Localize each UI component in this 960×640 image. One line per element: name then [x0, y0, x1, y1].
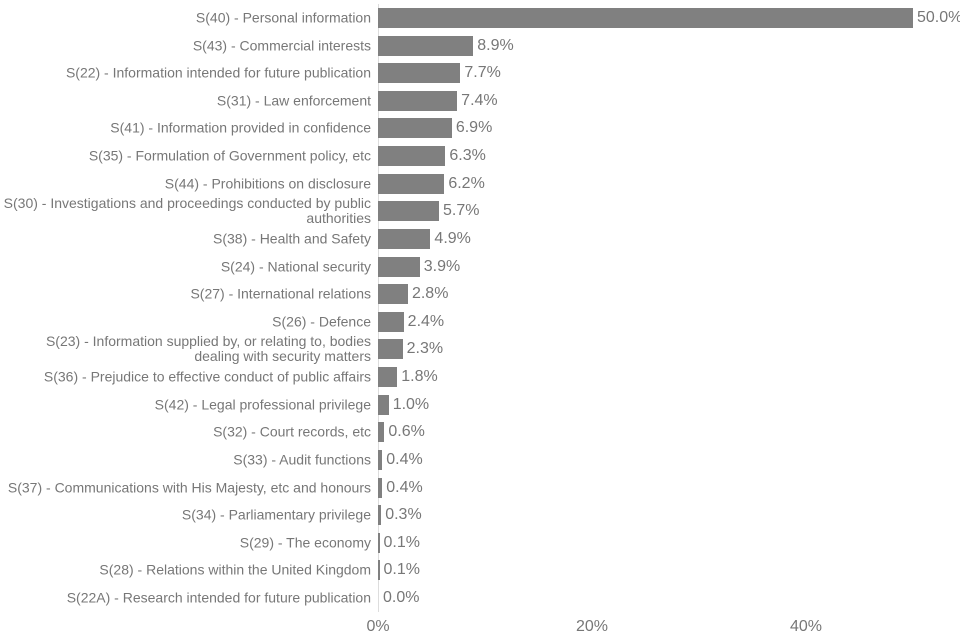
data-label: 6.9% [455, 119, 493, 137]
category-label: S(22A) - Research intended for future pu… [66, 589, 371, 606]
data-label: 0.4% [386, 450, 423, 468]
category-label: S(41) - Information provided in confiden… [110, 119, 371, 136]
category-label: S(42) - Legal professional privilege [154, 396, 371, 413]
bar [378, 118, 452, 139]
data-label: 2.3% [406, 340, 444, 358]
bar [378, 228, 431, 249]
category-label: S(40) - Personal information [195, 9, 371, 26]
data-label: 0.1% [383, 561, 420, 579]
data-label: 2.4% [407, 312, 445, 330]
data-label: 8.9% [477, 36, 514, 54]
x-tick-label: 0% [366, 618, 390, 635]
category-label: S(44) - Prohibitions on disclosure [164, 175, 371, 192]
data-label: 0.0% [383, 589, 420, 606]
data-label: 50.0% [917, 9, 960, 26]
category-label: S(29) - The economy [239, 534, 371, 551]
data-label: 0.4% [386, 478, 423, 496]
bar [378, 422, 385, 443]
bar [378, 63, 461, 84]
category-label: S(31) - Law enforcement [216, 92, 371, 109]
bar [378, 394, 389, 415]
bar [378, 90, 458, 111]
category-label: S(22) - Information intended for future … [65, 64, 371, 81]
category-label: S(36) - Prejudice to effective conduct o… [43, 368, 371, 385]
category-label: S(23) - Information supplied by, or rela… [45, 333, 371, 365]
category-label: S(32) - Court records, etc [213, 423, 371, 440]
category-label: S(30) - Investigations and proceedings c… [3, 195, 371, 227]
data-label: 0.1% [383, 533, 420, 551]
category-label: S(27) - International relations [190, 285, 371, 302]
bar [378, 8, 913, 28]
category-label: S(28) - Relations within the United King… [99, 561, 371, 578]
category-label: S(33) - Audit functions [233, 451, 371, 468]
category-label: S(38) - Health and Safety [213, 230, 371, 247]
bar [378, 560, 380, 581]
bar [378, 311, 404, 332]
bar [378, 256, 420, 277]
x-tick-label: 40% [789, 618, 823, 635]
data-label: 2.8% [411, 285, 449, 303]
category-label: S(35) - Formulation of Government policy… [88, 147, 371, 164]
bar [378, 201, 439, 222]
bar [378, 35, 474, 56]
data-label: 0.6% [388, 423, 425, 441]
bar [378, 367, 398, 388]
data-label: 7.4% [461, 91, 498, 109]
category-label: S(37) - Communications with His Majesty,… [7, 479, 371, 496]
category-label: S(24) - National security [220, 258, 371, 275]
bar [378, 532, 380, 553]
bar [378, 146, 446, 167]
data-label: 5.7% [442, 202, 480, 220]
bar [378, 477, 383, 498]
category-label: S(26) - Defence [272, 313, 371, 330]
data-label: 6.3% [449, 147, 486, 165]
bar [378, 284, 408, 305]
data-label: 3.9% [423, 257, 461, 275]
bar [378, 449, 383, 470]
category-label: S(43) - Commercial interests [192, 37, 371, 54]
x-tick-label: 20% [575, 618, 609, 635]
data-label: 6.2% [448, 174, 485, 192]
bar [378, 173, 445, 194]
bar [378, 339, 403, 360]
data-label: 7.7% [464, 64, 501, 82]
category-label: S(34) - Parliamentary privilege [181, 506, 371, 523]
data-label: 4.9% [434, 229, 471, 247]
data-label: 0.3% [385, 506, 422, 524]
bar [378, 505, 382, 526]
data-label: 1.8% [401, 368, 438, 386]
y-axis-line [378, 4, 379, 612]
data-label: 1.0% [392, 395, 430, 413]
